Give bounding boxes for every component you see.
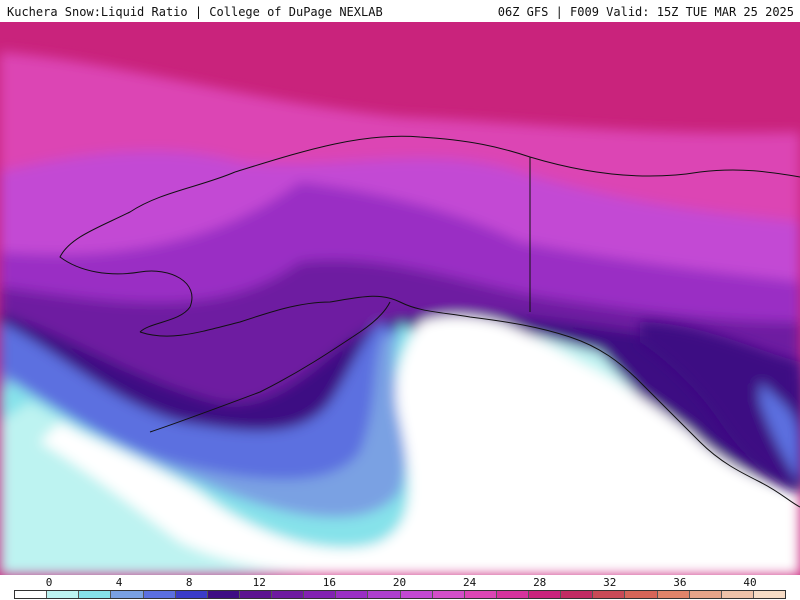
legend-tick-label: 36 — [673, 576, 687, 589]
legend-swatch — [239, 591, 272, 598]
legend-tick-label: 40 — [743, 576, 757, 589]
legend-swatch — [721, 591, 754, 598]
legend-swatch — [143, 591, 176, 598]
legend-swatch — [689, 591, 722, 598]
map-header: Kuchera Snow:Liquid Ratio | College of D… — [0, 0, 800, 22]
legend-swatch — [111, 591, 144, 598]
legend-swatch — [207, 591, 240, 598]
legend-swatch — [79, 591, 112, 598]
legend-swatch — [464, 591, 497, 598]
legend-tick-label: 0 — [45, 576, 53, 589]
legend-swatch — [593, 591, 626, 598]
legend-tick-label: 28 — [533, 576, 547, 589]
legend-ticks: 0 4 8 12 16 20 24 28 32 36 40 — [0, 575, 800, 589]
coastline-alaska-south — [139, 295, 800, 508]
legend-tick-label: 24 — [462, 576, 477, 589]
legend-swatch — [47, 591, 80, 598]
legend-color-bar — [14, 590, 786, 599]
legend-swatch — [272, 591, 305, 598]
snow-liquid-ratio-map — [0, 22, 800, 575]
legend-swatch — [304, 591, 337, 598]
map-title: Kuchera Snow:Liquid Ratio | College of D… — [7, 5, 383, 19]
field-bc-blue — [760, 382, 800, 482]
legend-tick-label: 4 — [115, 576, 123, 589]
legend-swatch — [15, 591, 48, 598]
legend-tick-label: 32 — [603, 576, 617, 589]
legend-swatch — [336, 591, 369, 598]
legend-swatch — [529, 591, 562, 598]
legend-swatch — [625, 591, 658, 598]
legend-tick-label: 8 — [185, 576, 193, 589]
legend-swatch — [657, 591, 690, 598]
field-white-ocean — [40, 316, 800, 575]
coastline-aleutians — [149, 301, 391, 433]
legend-swatch — [368, 591, 401, 598]
legend-swatch — [496, 591, 529, 598]
legend-swatch — [400, 591, 433, 598]
legend-swatch — [561, 591, 594, 598]
legend-tick-label: 16 — [322, 576, 337, 589]
legend-swatch — [432, 591, 465, 598]
coastline-alaska-west — [59, 171, 236, 333]
legend-tick-label: 12 — [252, 576, 266, 589]
legend-swatch — [753, 591, 785, 598]
legend-tick-label: 20 — [392, 576, 407, 589]
model-run-info: 06Z GFS | F009 Valid: 15Z TUE MAR 25 202… — [497, 5, 794, 19]
legend-swatch — [175, 591, 208, 598]
color-scale-legend: 0 4 8 12 16 20 24 28 32 36 40 — [0, 575, 800, 600]
field-bc-deep-purple — [640, 322, 800, 492]
